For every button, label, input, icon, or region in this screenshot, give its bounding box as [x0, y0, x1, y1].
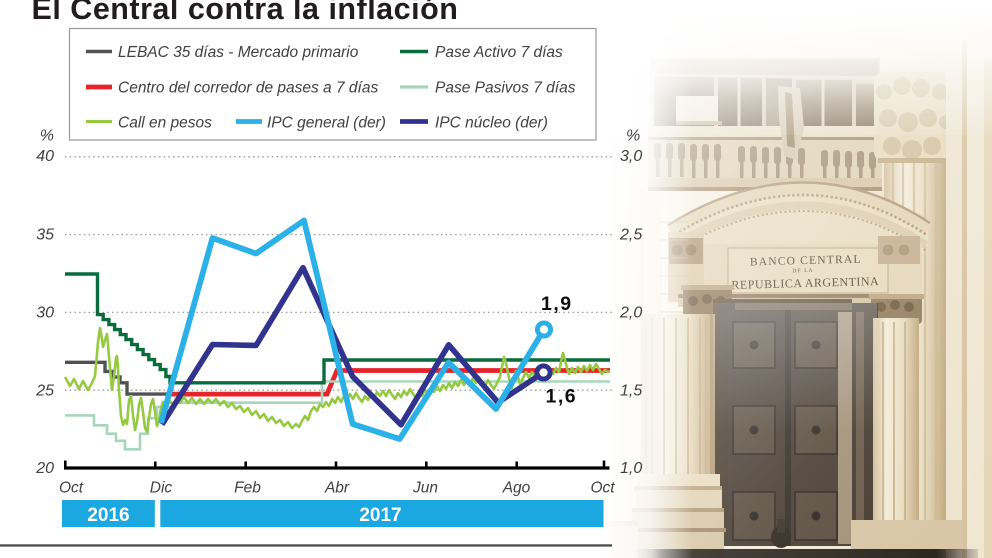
svg-text:1,0: 1,0 — [620, 460, 642, 477]
svg-text:1,5: 1,5 — [620, 383, 642, 400]
svg-text:Centro del corredor de pases a: Centro del corredor de pases a 7 días — [118, 80, 378, 97]
svg-text:%: % — [626, 128, 640, 145]
svg-text:2017: 2017 — [359, 505, 401, 526]
svg-text:2016: 2016 — [87, 505, 129, 526]
svg-text:Oct: Oct — [59, 480, 84, 497]
svg-text:35: 35 — [36, 227, 54, 244]
svg-text:Feb: Feb — [234, 480, 261, 497]
svg-text:25: 25 — [35, 383, 54, 400]
svg-text:Ago: Ago — [502, 480, 531, 497]
svg-text:LEBAC 35 días - Mercado primar: LEBAC 35 días - Mercado primario — [118, 44, 359, 61]
svg-text:3,0: 3,0 — [620, 148, 642, 165]
svg-text:Dic: Dic — [150, 480, 173, 497]
svg-text:IPC general (der): IPC general (der) — [267, 115, 386, 132]
svg-text:1,6: 1,6 — [546, 386, 578, 408]
svg-text:30: 30 — [36, 305, 54, 322]
svg-text:Abr: Abr — [324, 480, 350, 497]
svg-text:Pase Activo 7 días: Pase Activo 7 días — [435, 44, 563, 61]
svg-text:2,0: 2,0 — [619, 305, 642, 322]
svg-text:20: 20 — [35, 460, 54, 477]
svg-text:Call en pesos: Call en pesos — [118, 115, 212, 132]
svg-text:Oct: Oct — [590, 480, 615, 497]
svg-text:2,5: 2,5 — [619, 227, 642, 244]
svg-text:Pase Pasivos 7 días: Pase Pasivos 7 días — [435, 80, 576, 97]
svg-text:40: 40 — [36, 148, 54, 165]
svg-text:%: % — [40, 128, 54, 145]
svg-text:IPC núcleo (der): IPC núcleo (der) — [435, 115, 548, 132]
svg-text:El Central contra la inflación: El Central contra la inflación — [32, 0, 459, 26]
svg-text:1,9: 1,9 — [541, 293, 573, 315]
svg-text:Jun: Jun — [412, 480, 438, 497]
